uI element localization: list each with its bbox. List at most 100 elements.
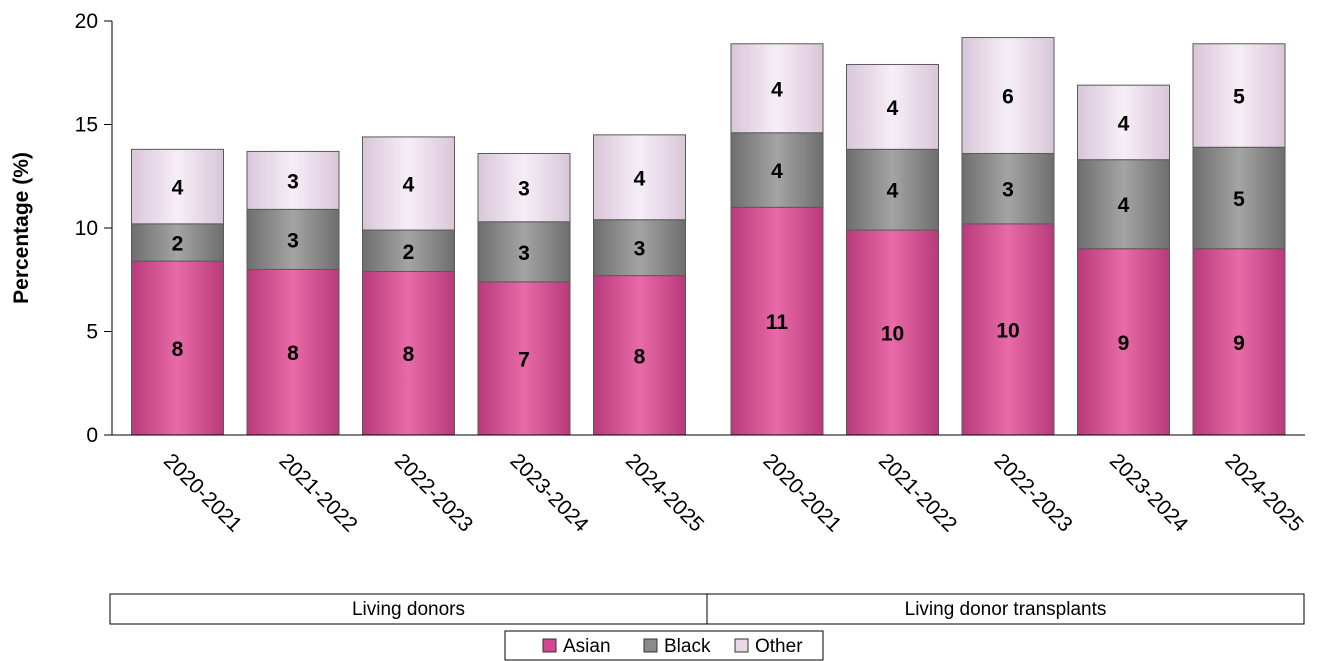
y-axis-title: Percentage (%) xyxy=(10,152,33,304)
data-label: 8 xyxy=(172,338,184,361)
group-labels: Living donors Living donor transplants xyxy=(109,593,1305,625)
x-tick-label: 2020-2021 xyxy=(159,449,246,536)
bar-segment-other xyxy=(730,43,824,134)
bar-segment-other xyxy=(246,150,340,210)
x-tick-label: 2023-2024 xyxy=(505,449,593,537)
bar-segment-asian xyxy=(846,229,939,436)
bar-stack: 11 4 4 xyxy=(730,43,824,436)
data-label: 3 xyxy=(634,238,646,261)
x-axis: 2020-2021 2021-2022 2022-2023 2023-2024 2024… xyxy=(112,434,1308,537)
bar-segment-other xyxy=(131,148,224,225)
data-label: 8 xyxy=(403,343,415,366)
bar-segment-other xyxy=(961,37,1055,154)
data-label: 2 xyxy=(403,241,415,264)
data-label: 3 xyxy=(287,170,299,193)
data-label: 7 xyxy=(518,348,530,371)
data-label: 10 xyxy=(996,319,1019,342)
bar-segment-black xyxy=(593,219,686,277)
x-tick-label: 2023-2024 xyxy=(1105,449,1193,537)
data-label: 4 xyxy=(403,173,415,196)
data-label: 4 xyxy=(887,180,899,203)
x-tick-label: 2024-2025 xyxy=(1220,449,1307,536)
legend-swatch xyxy=(542,638,557,653)
x-tick-label: 2022-2023 xyxy=(989,449,1076,536)
bar-stack: 8 3 4 xyxy=(593,134,686,436)
legend: Asian Black Other xyxy=(504,630,824,661)
bar-segment-other xyxy=(1077,84,1170,161)
y-tick-label: 15 xyxy=(75,114,98,137)
bar-segment-black xyxy=(846,148,939,231)
data-label: 5 xyxy=(1233,86,1245,109)
data-label: 9 xyxy=(1233,332,1245,355)
legend-label: Asian xyxy=(563,636,611,657)
data-label: 2 xyxy=(172,232,184,255)
bar-segment-asian xyxy=(477,281,571,436)
data-label: 3 xyxy=(1002,179,1014,202)
y-tick-label: 5 xyxy=(86,321,98,344)
data-label: 4 xyxy=(887,97,899,120)
data-label: 10 xyxy=(881,323,904,346)
bar-segment-asian xyxy=(1192,248,1286,436)
bar-segment-black xyxy=(131,223,224,262)
bar-stack: 9 4 4 xyxy=(1077,84,1170,436)
x-tick-label: 2021-2022 xyxy=(874,449,961,536)
data-label: 8 xyxy=(634,345,646,368)
data-label: 3 xyxy=(518,178,530,201)
bar-segment-asian xyxy=(961,223,1055,436)
legend-box xyxy=(504,630,824,661)
bar-segment-black xyxy=(246,208,340,270)
data-label: 4 xyxy=(172,177,184,200)
bar-segment-black xyxy=(961,152,1055,225)
bar-segment-black xyxy=(1192,146,1286,250)
legend-swatch xyxy=(643,638,658,653)
x-tick-label: 2021-2022 xyxy=(274,449,361,536)
bar-stack: 8 2 4 xyxy=(131,148,224,436)
y-tick-label: 10 xyxy=(75,217,98,240)
data-label: 9 xyxy=(1118,332,1130,355)
bar-segment-black xyxy=(1077,159,1170,250)
legend-label: Black xyxy=(664,636,711,657)
bar-segment-asian xyxy=(593,275,686,436)
bar-segment-other xyxy=(1192,43,1286,148)
bar-stack: 8 2 4 xyxy=(362,136,455,436)
data-label: 4 xyxy=(634,167,646,190)
bar-segment-other xyxy=(846,63,939,150)
x-tick-label: 2020-2021 xyxy=(758,449,845,536)
data-label: 6 xyxy=(1002,86,1014,109)
group-label: Living donor transplants xyxy=(905,599,1107,620)
bar-segment-black xyxy=(362,229,455,272)
x-tick-label: 2024-2025 xyxy=(621,449,708,536)
data-label: 4 xyxy=(771,160,783,183)
bar-segment-asian xyxy=(730,206,824,436)
group-label: Living donors xyxy=(352,599,465,620)
bar-segment-black xyxy=(477,221,571,283)
data-label: 4 xyxy=(1118,194,1130,217)
bar-segment-other xyxy=(593,134,686,221)
legend-label: Other xyxy=(755,636,803,657)
data-label: 4 xyxy=(1118,112,1130,135)
bar-segment-black xyxy=(730,132,824,208)
legend-swatch xyxy=(734,638,749,653)
data-label: 8 xyxy=(287,342,299,365)
data-label: 3 xyxy=(518,242,530,265)
bar-stack: 10 4 4 xyxy=(846,63,939,436)
bar-segment-asian xyxy=(362,270,455,436)
data-label: 3 xyxy=(287,229,299,252)
y-axis: 0 5 10 15 20 xyxy=(75,10,113,447)
data-label: 4 xyxy=(771,78,783,101)
bar-segment-other xyxy=(362,136,455,231)
bar-segment-asian xyxy=(1077,248,1170,436)
bar-stack: 7 3 3 xyxy=(477,152,571,436)
group-label-box xyxy=(706,593,1305,625)
y-tick-label: 0 xyxy=(86,424,98,447)
bar-stack: 8 3 3 xyxy=(246,150,340,436)
bars: 8 2 4 8 3 3 8 2 4 7 3 3 8 3 4 11 4 4 10 4 4 10 3 6 9 4 4 9 5 5 xyxy=(131,37,1286,436)
data-label: 11 xyxy=(766,311,789,334)
bar-segment-other xyxy=(477,152,571,223)
y-tick-label: 20 xyxy=(75,10,98,33)
bar-stack: 10 3 6 xyxy=(961,37,1055,436)
bar-stack: 9 5 5 xyxy=(1192,43,1286,436)
data-label: 5 xyxy=(1233,188,1245,211)
x-tick-label: 2022-2023 xyxy=(390,449,477,536)
